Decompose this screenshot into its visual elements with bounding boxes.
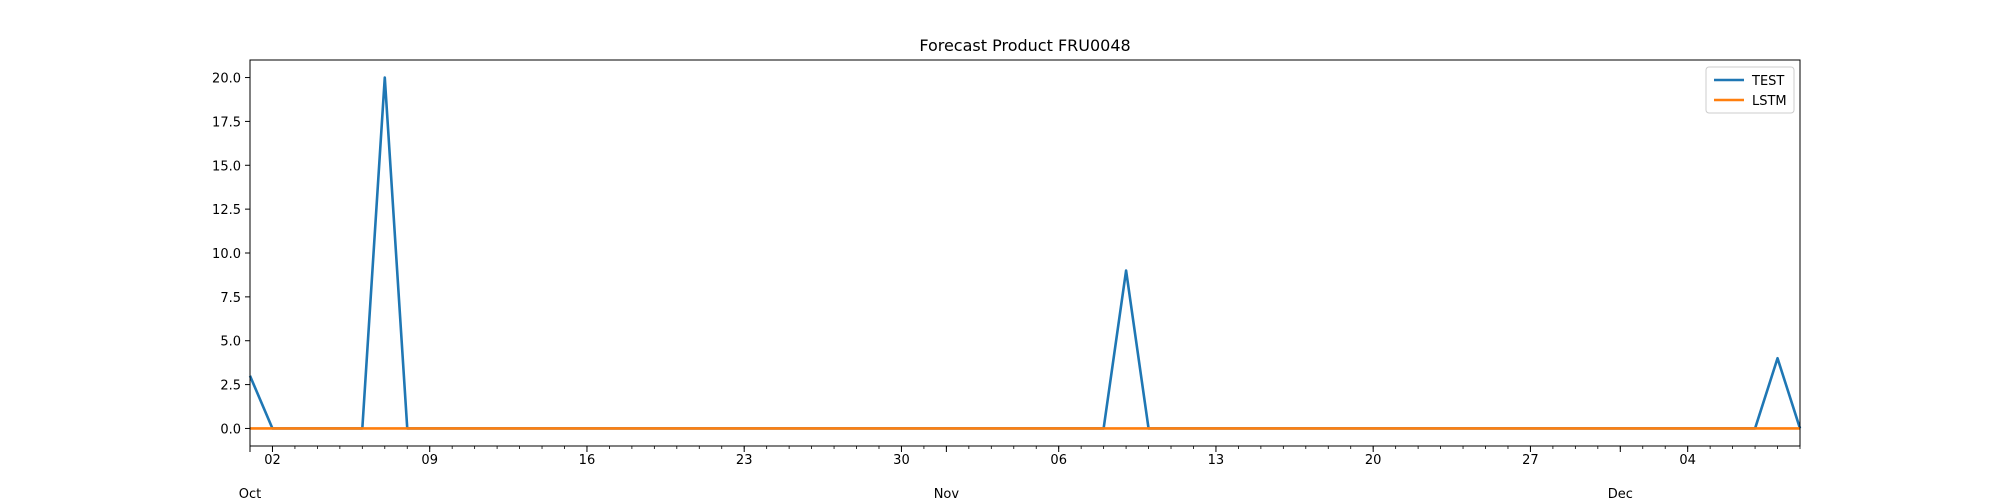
x-tick-label: 06 <box>1050 453 1067 468</box>
y-tick-label: 10.0 <box>212 247 241 262</box>
y-tick-label: 12.5 <box>212 203 241 218</box>
axes-frame <box>249 59 1801 447</box>
x-tick-label: 20 <box>1365 453 1382 468</box>
x-tick-label: 16 <box>579 453 596 468</box>
y-tick-label: 15.0 <box>212 159 241 174</box>
x-tick-label: 09 <box>421 453 438 468</box>
legend-box <box>1705 66 1795 114</box>
x-month-label: Dec <box>1608 487 1633 500</box>
series-line-test <box>248 76 1802 430</box>
legend-label-test: TEST <box>1751 74 1784 89</box>
x-month-label: Nov <box>934 487 960 500</box>
x-tick-label: 04 <box>1679 453 1696 468</box>
legend-label-lstm: LSTM <box>1752 94 1787 109</box>
y-tick-label: 0.0 <box>220 422 241 437</box>
x-tick-label: 30 <box>893 453 910 468</box>
plot-area: 0.0 2.5 5.0 7.5 10.0 12.5 15.0 17.5 20.0 02 09 16 23… <box>212 59 1802 500</box>
legend: TEST LSTM <box>1705 66 1795 114</box>
y-tick-label: 5.0 <box>220 335 241 350</box>
x-tick-label: 27 <box>1522 453 1539 468</box>
y-tick-label: 7.5 <box>220 291 241 306</box>
x-month-label: Oct <box>239 487 261 500</box>
x-tick-label: 13 <box>1208 453 1225 468</box>
chart-title: Forecast Product FRU0048 <box>919 36 1130 55</box>
y-tick-label: 17.5 <box>212 115 241 130</box>
y-tick-label: 2.5 <box>220 379 241 394</box>
y-tick-label: 20.0 <box>212 72 241 87</box>
x-tick-label: 02 <box>264 453 281 468</box>
x-tick-label: 23 <box>736 453 753 468</box>
